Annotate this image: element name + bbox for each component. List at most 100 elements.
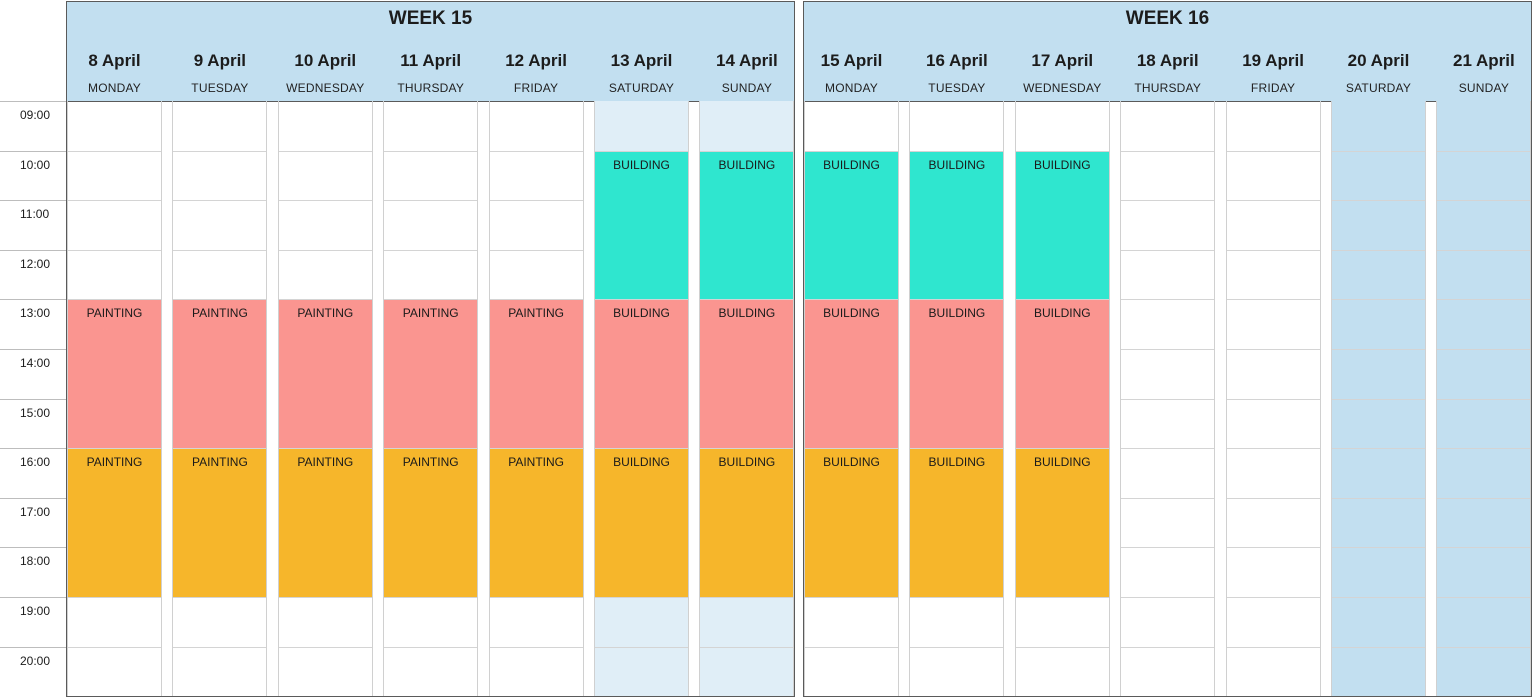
hour-gridline [1121, 497, 1215, 499]
day-column[interactable]: PAINTING PAINTING [277, 101, 373, 696]
building-event[interactable]: BUILDING [595, 150, 688, 300]
day-header[interactable]: 9 April TUESDAY [168, 2, 271, 101]
day-header[interactable]: 20 April SATURDAY [1327, 2, 1430, 101]
hour-gridline [1226, 646, 1320, 648]
time-tick [0, 200, 66, 202]
hour-gridline [1437, 547, 1531, 549]
day-column[interactable] [1436, 101, 1532, 696]
day-column[interactable]: BUILDING BUILDING BUILDING [1014, 101, 1110, 696]
painting-event[interactable]: PAINTING [173, 448, 267, 597]
hour-gridline [1121, 597, 1215, 598]
painting-event[interactable]: PAINTING [173, 299, 267, 449]
day-header[interactable]: 14 April SUNDAY [695, 2, 798, 101]
painting-event[interactable]: PAINTING [384, 299, 478, 449]
day-header[interactable]: 11 April THURSDAY [379, 2, 482, 101]
building-event[interactable]: BUILDING [700, 150, 794, 300]
hour-gridline [1437, 299, 1531, 301]
time-label: 20:00 [20, 653, 51, 668]
time-tick [0, 448, 66, 450]
building-event[interactable]: BUILDING [700, 448, 794, 597]
hour-gridline [805, 597, 898, 598]
day-column[interactable]: BUILDING BUILDING BUILDING [594, 101, 689, 696]
time-tick [0, 547, 66, 549]
hour-gridline [384, 150, 478, 152]
day-column[interactable]: PAINTING PAINTING [67, 101, 162, 696]
building-event[interactable]: BUILDING [910, 448, 1004, 597]
time-label: 14:00 [20, 356, 51, 370]
hour-gridline [1226, 349, 1320, 350]
day-date: 20 April [1347, 51, 1410, 70]
building-event[interactable]: BUILDING [700, 299, 794, 449]
hour-gridline [1121, 448, 1215, 450]
day-weekday: TUESDAY [191, 81, 249, 95]
painting-event[interactable]: PAINTING [278, 448, 372, 597]
day-header[interactable]: 13 April SATURDAY [590, 2, 693, 101]
day-header[interactable]: 18 April THURSDAY [1116, 2, 1219, 101]
building-event[interactable]: BUILDING [1015, 448, 1109, 597]
hour-gridline [173, 150, 267, 152]
day-column[interactable]: BUILDING BUILDING BUILDING [699, 101, 795, 696]
hour-gridline [68, 249, 161, 251]
painting-event[interactable]: PAINTING [489, 299, 583, 449]
hour-gridline [489, 597, 583, 598]
time-label: 15:00 [20, 405, 51, 420]
building-event[interactable]: BUILDING [910, 299, 1004, 449]
building-event[interactable]: BUILDING [1015, 150, 1109, 300]
time-label: 09:00 [20, 108, 51, 122]
hour-gridline [1226, 497, 1320, 499]
building-event[interactable]: BUILDING [805, 299, 898, 449]
day-header[interactable]: 8 April MONDAY [63, 2, 166, 101]
hour-gridline [1332, 448, 1425, 450]
painting-event[interactable]: PAINTING [68, 299, 161, 449]
day-weekday: SATURDAY [608, 81, 675, 95]
building-event[interactable]: BUILDING [805, 448, 898, 597]
building-event[interactable]: BUILDING [910, 150, 1004, 300]
day-header[interactable]: 12 April FRIDAY [485, 2, 588, 101]
day-column[interactable]: PAINTING PAINTING [383, 101, 479, 696]
hour-gridline [595, 646, 688, 648]
hour-gridline [910, 597, 1004, 598]
day-header[interactable]: 21 April SUNDAY [1432, 2, 1533, 101]
hour-gridline [489, 150, 583, 152]
day-header[interactable]: 19 April FRIDAY [1222, 2, 1325, 101]
hour-gridline [1332, 249, 1425, 251]
day-weekday: SUNDAY [721, 81, 773, 95]
day-date: 21 April [1453, 51, 1515, 70]
hour-gridline [1121, 646, 1215, 648]
day-column[interactable] [1120, 101, 1216, 696]
day-header[interactable]: 16 April TUESDAY [905, 2, 1008, 101]
hour-gridline [68, 597, 161, 598]
day-weekday: THURSDAY [1134, 81, 1202, 95]
hour-gridline [1437, 398, 1531, 400]
day-weekday: WEDNESDAY [1023, 81, 1102, 95]
day-weekday: SUNDAY [1458, 81, 1510, 95]
painting-event[interactable]: PAINTING [384, 448, 478, 597]
painting-event[interactable]: PAINTING [489, 448, 583, 597]
building-event[interactable]: BUILDING [1015, 299, 1109, 449]
hour-gridline [1015, 597, 1109, 598]
day-column[interactable] [1225, 101, 1321, 696]
day-header[interactable]: 15 April MONDAY [800, 2, 903, 101]
hour-gridline [384, 249, 478, 251]
hour-gridline [68, 646, 161, 648]
hour-gridline [1121, 299, 1215, 301]
painting-event[interactable]: PAINTING [278, 299, 372, 449]
time-tick [0, 101, 66, 102]
day-column[interactable]: PAINTING PAINTING [488, 101, 584, 696]
day-column[interactable] [1331, 101, 1426, 696]
day-header[interactable]: 17 April WEDNESDAY [1011, 2, 1114, 101]
day-column[interactable]: PAINTING PAINTING [172, 101, 268, 696]
day-weekday: SATURDAY [1345, 81, 1412, 95]
time-label: 12:00 [20, 256, 51, 271]
building-event[interactable]: BUILDING [805, 150, 898, 300]
building-event[interactable]: BUILDING [595, 299, 688, 449]
day-column[interactable]: BUILDING BUILDING BUILDING [909, 101, 1005, 696]
painting-event[interactable]: PAINTING [68, 448, 161, 597]
day-weekday: MONDAY [88, 81, 141, 95]
day-header[interactable]: 10 April WEDNESDAY [274, 2, 377, 101]
day-date: 17 April [1031, 51, 1094, 70]
day-column[interactable]: BUILDING BUILDING BUILDING [804, 101, 899, 696]
hour-gridline [1121, 398, 1215, 400]
building-event[interactable]: BUILDING [595, 448, 688, 597]
week-header: WEEK 15 8 April MONDAY 9 April TUESDAY 10 Apr… [67, 2, 794, 102]
